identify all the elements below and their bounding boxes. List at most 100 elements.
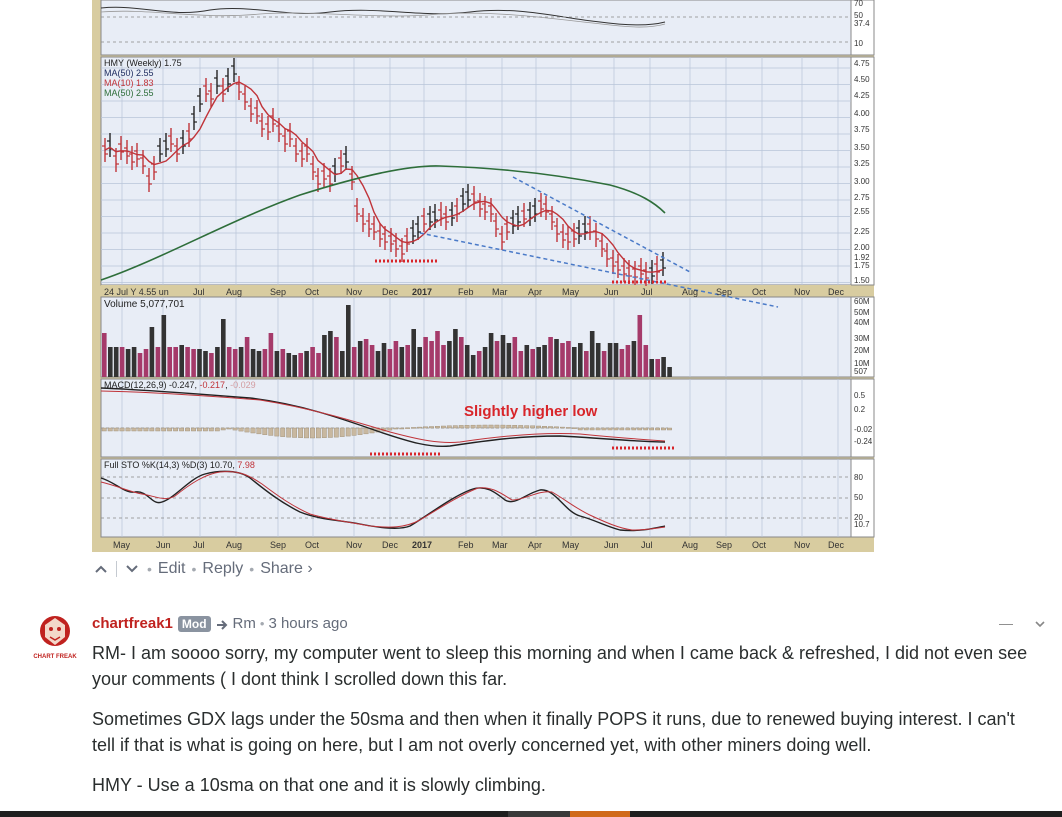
volume-bar — [179, 345, 184, 377]
volume-bar — [536, 347, 541, 377]
macd-y-tick: 0.5 — [854, 391, 866, 400]
price-x-tick: Jul — [193, 287, 205, 297]
macd-histogram-bar — [316, 427, 321, 439]
volume-bar — [464, 345, 470, 377]
bottom-x-tick: Dec — [382, 540, 399, 550]
macd-histogram-bar — [238, 427, 244, 432]
bottom-x-tick: Oct — [752, 540, 767, 550]
volume-bar — [149, 327, 155, 377]
collapse-button[interactable]: — — [996, 615, 1016, 633]
bottom-x-tick: Feb — [458, 540, 474, 550]
volume-bar — [459, 337, 464, 377]
macd-histogram-bar — [363, 427, 369, 435]
macd-histogram-bar — [137, 427, 143, 432]
vote-divider — [116, 561, 117, 577]
macd-histogram-bar — [619, 427, 625, 431]
price-x-tick: Jul — [641, 287, 653, 297]
macd-histogram-bar — [167, 427, 172, 432]
reply-link[interactable]: Reply — [202, 560, 244, 577]
annotation-slightly-higher-low: Slightly higher low — [464, 403, 598, 420]
price-x-tick: Mar — [492, 287, 508, 297]
volume-bar — [637, 315, 643, 377]
comment-timestamp[interactable]: 3 hours ago — [268, 615, 348, 632]
price-y-tick: 3.75 — [854, 125, 870, 134]
volume-bar — [369, 345, 375, 377]
bottom-taskbar — [0, 811, 1062, 817]
separator-dot: • — [259, 616, 265, 631]
hmy-stock-chart: HMY (Weekly) 1.75 MA(50) 2.55 MA(10) 1.8… — [92, 0, 875, 552]
comment-menu-button[interactable] — [1030, 615, 1050, 633]
avatar[interactable]: CHART FREAK — [32, 613, 78, 661]
volume-y-tick: 60M — [854, 297, 870, 306]
macd-histogram-bar — [565, 427, 571, 429]
volume-bar — [441, 345, 446, 377]
comment-actions: • Edit • Reply • Share › — [92, 558, 313, 580]
sto-legend: Full STO %K(14,3) %D(3) 10.70, 7.98 — [104, 460, 255, 470]
reply-to-user[interactable]: Rm — [232, 615, 256, 632]
volume-bar — [405, 345, 410, 377]
volume-bar — [298, 353, 303, 377]
volume-bar — [238, 347, 244, 377]
share-link[interactable]: Share › — [260, 560, 313, 577]
macd-legend-sep: , — [225, 380, 230, 390]
upvote-button[interactable] — [92, 560, 110, 578]
macd-histogram-bar — [292, 427, 297, 438]
macd-histogram-bar — [119, 427, 125, 432]
macd-histogram-bar — [268, 427, 274, 436]
volume-bar — [429, 341, 434, 377]
rsi-y-tick: 50 — [854, 11, 863, 20]
volume-y-tick: 507 — [854, 367, 868, 376]
macd-histogram-bar — [583, 427, 589, 431]
edit-link[interactable]: Edit — [157, 560, 186, 577]
macd-histogram-bar — [464, 425, 470, 429]
macd-legend-signal: -0.217 — [200, 380, 226, 390]
macd-histogram-bar — [280, 427, 286, 437]
macd-histogram-bar — [649, 427, 655, 431]
separator-dot: • — [249, 561, 255, 577]
macd-histogram-bar — [613, 427, 619, 431]
bottom-x-tick: Jul — [193, 540, 205, 550]
chart-freak-logo: CHART FREAK — [33, 616, 77, 660]
author-name[interactable]: chartfreak1 — [92, 615, 173, 632]
volume-bar — [399, 347, 405, 377]
volume-bar — [316, 353, 321, 377]
bottom-x-tick: Mar — [492, 540, 508, 550]
volume-bar — [215, 347, 220, 377]
macd-histogram-bar — [179, 427, 184, 432]
volume-bar — [411, 329, 416, 377]
macd-histogram-bar — [435, 426, 440, 429]
macd-histogram-bar — [417, 426, 422, 429]
macd-histogram-bar — [512, 425, 518, 429]
price-y-tick: 4.00 — [854, 109, 870, 118]
volume-bar — [209, 353, 214, 377]
volume-bar — [387, 349, 393, 377]
price-legend-ma1: MA(50) 2.55 — [104, 68, 154, 78]
bottom-x-tick: Apr — [528, 540, 542, 550]
macd-histogram-bar — [196, 427, 202, 432]
bottom-x-tick: Sep — [270, 540, 286, 550]
bottom-x-tick: May — [562, 540, 580, 550]
volume-bar — [244, 337, 250, 377]
macd-histogram-bar — [506, 424, 512, 429]
macd-histogram-bar — [232, 427, 238, 431]
volume-bar — [102, 333, 107, 377]
comment-body: RM- I am soooo sorry, my computer went t… — [92, 640, 1042, 812]
macd-histogram-bar — [554, 426, 559, 429]
volume-bar — [625, 345, 631, 377]
volume-bar — [667, 367, 672, 377]
volume-bar — [470, 355, 476, 377]
macd-histogram-bar — [244, 427, 250, 433]
volume-bar — [589, 331, 595, 377]
rsi-panel — [100, 0, 852, 56]
volume-bar — [566, 341, 571, 377]
downvote-button[interactable] — [123, 560, 141, 578]
volume-bar — [494, 341, 500, 377]
chevron-down-icon — [126, 565, 138, 573]
macd-histogram-bar — [298, 427, 303, 438]
volume-bar — [185, 347, 190, 377]
macd-histogram-bar — [202, 427, 208, 432]
volume-bar — [518, 351, 524, 377]
sto-y-tick: 50 — [854, 493, 863, 502]
price-y-tick: 3.50 — [854, 143, 870, 152]
macd-histogram-bar — [476, 424, 482, 429]
